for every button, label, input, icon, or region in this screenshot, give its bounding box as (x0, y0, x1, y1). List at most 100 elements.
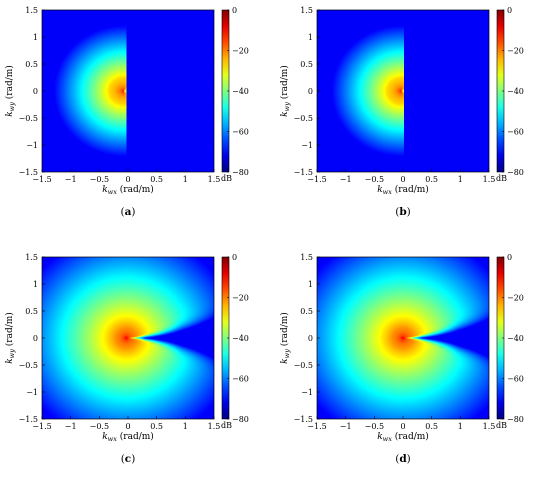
y-tick-label: −0.5 (294, 114, 313, 123)
y-tick-label: 0 (308, 87, 313, 96)
x-tick-label: 1 (183, 175, 188, 184)
colorbar-unit: dB (221, 421, 232, 430)
x-tick-label: −1 (65, 422, 77, 431)
y-tick-label: 1.5 (25, 253, 38, 262)
x-tick-label: 0 (125, 422, 130, 431)
y-tick-label: −0.5 (19, 361, 38, 370)
y-tick-label: 0 (33, 87, 38, 96)
y-tick-label: −1.5 (19, 168, 38, 177)
colorbar-tick-label: −80 (507, 415, 524, 424)
colorbar-tick-label: 0 (507, 253, 512, 262)
x-tick-label: 1.5 (483, 422, 496, 431)
y-tick-label: 1 (308, 280, 313, 289)
y-tick-label: 0 (308, 334, 313, 343)
panel-caption: (a) (120, 206, 135, 218)
panel-c: −1.5 −1 −0.5 0 0.5 1 1.5 1.5 1 0.5 0 −0.5 −1 −1.5 kwx … (4, 253, 249, 465)
panel-caption: (c) (121, 453, 136, 465)
y-tick-label: −1 (301, 141, 313, 150)
x-tick-label: 0 (400, 175, 405, 184)
heatmap-image (42, 257, 214, 419)
y-tick-label: 1 (308, 33, 313, 42)
heatmap-image (317, 257, 489, 419)
colorbar-unit: dB (221, 174, 232, 183)
x-tick-label: 0 (400, 422, 405, 431)
y-tick-label: 0 (33, 334, 38, 343)
x-tick-label: −1 (340, 175, 352, 184)
x-tick-label: 1.5 (208, 175, 221, 184)
colorbar-tick-label: −20 (232, 47, 249, 56)
y-tick-label: −1.5 (294, 168, 313, 177)
colorbar-tick-label: −80 (232, 415, 249, 424)
x-tick-label: 1.5 (208, 422, 221, 431)
x-tick-label: −1 (340, 422, 352, 431)
y-tick-label: 1 (33, 280, 38, 289)
panel-caption: (d) (395, 453, 411, 465)
x-tick-label: −1.5 (32, 422, 51, 431)
y-tick-label: 0.5 (300, 307, 313, 316)
y-tick-label: 1.5 (25, 6, 38, 15)
colorbar-tick-label: −20 (507, 294, 524, 303)
colorbar-tick-label: −40 (507, 334, 524, 343)
y-tick-label: −1 (26, 388, 38, 397)
y-axis-label: kwy (rad/m) (279, 65, 291, 117)
y-tick-label: 1.5 (300, 253, 313, 262)
colorbar-tick-label: −40 (232, 334, 249, 343)
y-tick-label: 0.5 (300, 60, 313, 69)
x-tick-label: 1 (458, 175, 463, 184)
y-tick-label: −1.5 (19, 415, 38, 424)
colorbar-tick-label: −20 (232, 294, 249, 303)
x-tick-label: −0.5 (365, 422, 384, 431)
x-axis-label: kwx (rad/m) (377, 431, 429, 443)
x-axis-label: kwx (rad/m) (377, 184, 429, 196)
colorbar-tick-label: −20 (507, 47, 524, 56)
y-tick-label: −0.5 (294, 361, 313, 370)
x-tick-label: 1 (458, 422, 463, 431)
x-tick-label: 0.5 (150, 422, 163, 431)
y-tick-label: 0.5 (25, 60, 38, 69)
panel-a: −1.5 −1 −0.5 0 0.5 1 1.5 1.5 1 0.5 0 −0.5 −1 −1.5 kwx … (4, 6, 249, 218)
heatmap-image (42, 10, 214, 172)
x-tick-label: 0 (125, 175, 130, 184)
colorbar-tick-label: −60 (507, 128, 524, 137)
x-axis-label: kwx (rad/m) (102, 184, 154, 196)
x-tick-label: 0.5 (425, 422, 438, 431)
x-tick-label: −0.5 (90, 422, 109, 431)
y-tick-label: 1 (33, 33, 38, 42)
colorbar-unit: dB (496, 421, 507, 430)
x-axis-label: kwx (rad/m) (102, 431, 154, 443)
y-tick-label: −1 (301, 388, 313, 397)
colorbar-tick-label: −40 (507, 87, 524, 96)
x-tick-label: −1.5 (32, 175, 51, 184)
y-axis-label: kwy (rad/m) (279, 312, 291, 364)
y-tick-label: −1.5 (294, 415, 313, 424)
x-tick-label: −1.5 (307, 175, 326, 184)
colorbar-tick-label: −60 (507, 375, 524, 384)
x-tick-label: 0.5 (425, 175, 438, 184)
y-tick-label: 0.5 (25, 307, 38, 316)
panel-caption: (b) (395, 206, 411, 218)
panel-d: −1.5 −1 −0.5 0 0.5 1 1.5 1.5 1 0.5 0 −0.5 −1 −1.5 kwx … (279, 253, 524, 465)
colorbar-tick-label: 0 (232, 6, 237, 15)
y-tick-label: −0.5 (19, 114, 38, 123)
x-tick-label: 1 (183, 422, 188, 431)
colorbar-tick-label: 0 (507, 6, 512, 15)
y-tick-label: 1.5 (300, 6, 313, 15)
colorbar-tick-label: −80 (507, 168, 524, 177)
x-tick-label: 0.5 (150, 175, 163, 184)
panel-b: −1.5 −1 −0.5 0 0.5 1 1.5 1.5 1 0.5 0 −0.5 −1 −1.5 kwx … (279, 6, 524, 218)
colorbar-tick-label: −40 (232, 87, 249, 96)
y-axis-label: kwy (rad/m) (4, 312, 16, 364)
y-tick-label: −1 (26, 141, 38, 150)
colorbar-tick-label: −60 (232, 375, 249, 384)
x-tick-label: −1.5 (307, 422, 326, 431)
x-tick-label: −1 (65, 175, 77, 184)
heatmap-image (317, 10, 489, 172)
y-axis-label: kwy (rad/m) (4, 65, 16, 117)
x-tick-label: 1.5 (483, 175, 496, 184)
x-tick-label: −0.5 (90, 175, 109, 184)
colorbar-tick-label: −80 (232, 168, 249, 177)
x-tick-label: −0.5 (365, 175, 384, 184)
colorbar-unit: dB (496, 174, 507, 183)
